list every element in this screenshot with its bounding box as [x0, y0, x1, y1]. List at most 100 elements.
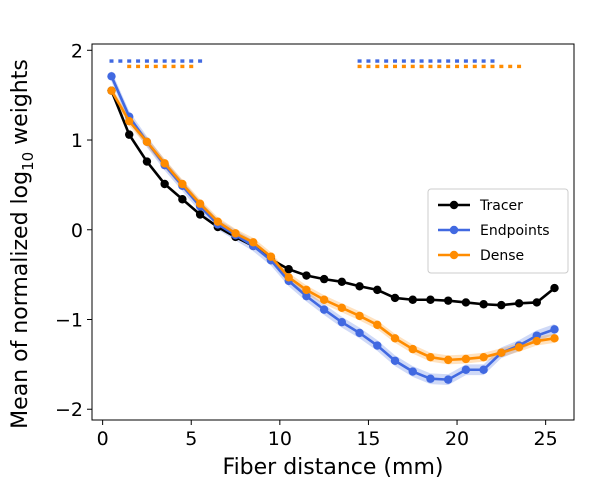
data-point-tracer: [284, 265, 293, 274]
significance-marker-dense: [472, 64, 477, 69]
x-axis-label: Fiber distance (mm): [223, 455, 444, 480]
data-point-endpoints: [302, 291, 311, 301]
y-tick-label: −2: [55, 399, 83, 421]
data-point-tracer: [497, 300, 506, 310]
legend: Tracer Endpoints Dense: [427, 188, 569, 274]
data-point-tracer: [532, 298, 541, 307]
data-point-dense: [497, 348, 506, 357]
significance-marker-endpoints: [393, 59, 398, 63]
data-point-dense: [461, 354, 471, 364]
significance-marker-endpoints: [153, 59, 158, 63]
legend-label-dense: Dense: [480, 248, 524, 264]
significance-marker-dense: [463, 64, 468, 69]
significance-marker-dense: [401, 64, 406, 69]
significance-marker-endpoints: [127, 59, 132, 63]
data-point-dense: [284, 273, 293, 282]
significance-marker-dense: [384, 64, 389, 69]
significance-marker-dense: [508, 64, 513, 69]
significance-marker-dense: [153, 64, 158, 69]
data-point-tracer: [461, 298, 471, 307]
x-tick-label: 20: [445, 428, 469, 450]
data-point-tracer: [195, 210, 205, 219]
confidence-band-endpoints: [111, 70, 555, 386]
data-point-dense: [178, 179, 187, 189]
significance-marker-endpoints: [109, 59, 114, 63]
data-point-dense: [302, 285, 311, 295]
significance-marker-dense: [446, 64, 451, 69]
significance-marker-endpoints: [366, 59, 371, 63]
significance-marker-endpoints: [144, 59, 149, 63]
data-point-dense: [125, 116, 134, 126]
data-point-tracer: [319, 274, 329, 284]
significance-marker-endpoints: [401, 59, 406, 63]
data-point-dense: [532, 336, 541, 346]
significance-marker-endpoints: [198, 59, 203, 63]
significance-marker-endpoints: [171, 59, 176, 63]
significance-marker-endpoints: [455, 59, 460, 63]
significance-marker-endpoints: [410, 59, 415, 63]
significance-marker-dense: [481, 64, 486, 69]
y-axis-label-tail: weights: [8, 59, 33, 152]
data-point-tracer: [443, 296, 453, 305]
data-point-dense: [319, 295, 329, 304]
data-point-tracer: [426, 295, 435, 304]
significance-marker-dense: [127, 64, 132, 69]
legend-marker-endpoints: [449, 225, 459, 235]
data-point-endpoints: [373, 341, 382, 350]
significance-marker-endpoints: [118, 59, 123, 63]
legend-label-endpoints: Endpoints: [480, 223, 550, 239]
significance-marker-dense: [437, 64, 442, 69]
data-point-dense: [160, 159, 169, 168]
data-point-endpoints: [479, 365, 488, 374]
significance-marker-endpoints: [357, 59, 362, 63]
data-point-endpoints: [408, 367, 417, 376]
significance-marker-endpoints: [419, 59, 424, 63]
data-point-dense: [195, 199, 205, 208]
data-point-dense: [355, 311, 364, 321]
significance-marker-endpoints: [136, 59, 141, 63]
significance-marker-endpoints: [162, 59, 167, 63]
significance-marker-endpoints: [189, 59, 194, 63]
data-point-tracer: [178, 195, 187, 204]
x-tick-label: 25: [534, 428, 558, 450]
bands-layer: [111, 70, 555, 386]
significance-marker-dense: [144, 64, 149, 69]
significance-marker-endpoints: [428, 59, 433, 63]
significance-marker-dense: [490, 64, 495, 69]
legend-marker-dense: [449, 250, 459, 260]
data-point-endpoints: [107, 72, 116, 81]
data-point-dense: [550, 334, 559, 343]
plot-frame: [91, 43, 575, 421]
x-tick-label: 0: [97, 428, 109, 450]
data-point-endpoints: [337, 317, 347, 327]
data-point-dense: [426, 352, 435, 362]
data-point-tracer: [302, 271, 311, 280]
data-point-dense: [390, 334, 400, 343]
series-layer: [107, 72, 559, 384]
significance-marker-dense: [517, 64, 522, 69]
data-point-dense: [443, 355, 453, 365]
y-tick-label: 0: [71, 220, 83, 242]
significance-marker-dense: [428, 64, 433, 69]
significance-marker-dense: [162, 64, 167, 69]
significance-marker-endpoints: [180, 59, 185, 63]
y-tick-label: 1: [71, 130, 83, 152]
data-point-tracer: [337, 277, 347, 287]
significance-marker-endpoints: [446, 59, 451, 63]
data-point-endpoints: [319, 305, 329, 314]
significance-marker-dense: [499, 64, 504, 69]
data-point-tracer: [125, 130, 134, 139]
x-tick-label: 10: [268, 428, 292, 450]
legend-label-tracer: Tracer: [479, 198, 523, 214]
significance-marker-endpoints: [490, 59, 495, 63]
y-axis: 2 1 0 −1 −2: [55, 40, 92, 421]
significance-marker-endpoints: [463, 59, 468, 63]
legend-marker-tracer: [449, 200, 459, 210]
significance-marker-endpoints: [437, 59, 442, 63]
significance-marker-dense: [357, 64, 362, 69]
data-point-dense: [266, 252, 276, 261]
data-point-dense: [213, 217, 223, 226]
y-axis-label-subscript: 10: [19, 152, 37, 171]
y-axis-label-main: Mean of normalized log: [8, 171, 33, 429]
